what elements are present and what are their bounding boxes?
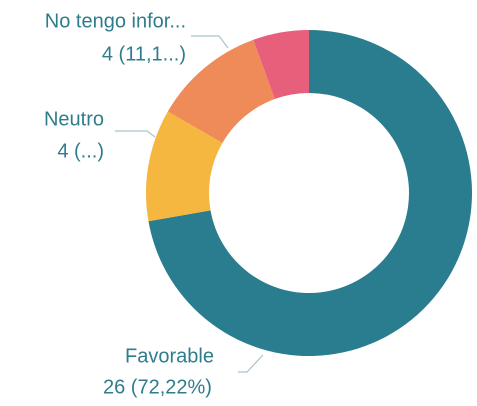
- donut-slice: [146, 111, 223, 222]
- slice-label: Neutro: [44, 108, 104, 130]
- donut-slice: [167, 39, 275, 143]
- slice-value-label: 4 (11,1...): [102, 43, 186, 65]
- slice-label: Favorable: [125, 345, 214, 367]
- slice-value-label: 26 (72,22%): [103, 376, 212, 398]
- leader-line: [238, 354, 264, 373]
- donut-slice: [253, 30, 309, 100]
- leader-line: [191, 35, 229, 49]
- slice-value-label: 4 (...): [57, 140, 104, 162]
- donut-slice: [148, 30, 473, 357]
- leader-line: [115, 130, 156, 138]
- slice-label: No tengo infor...: [45, 10, 186, 32]
